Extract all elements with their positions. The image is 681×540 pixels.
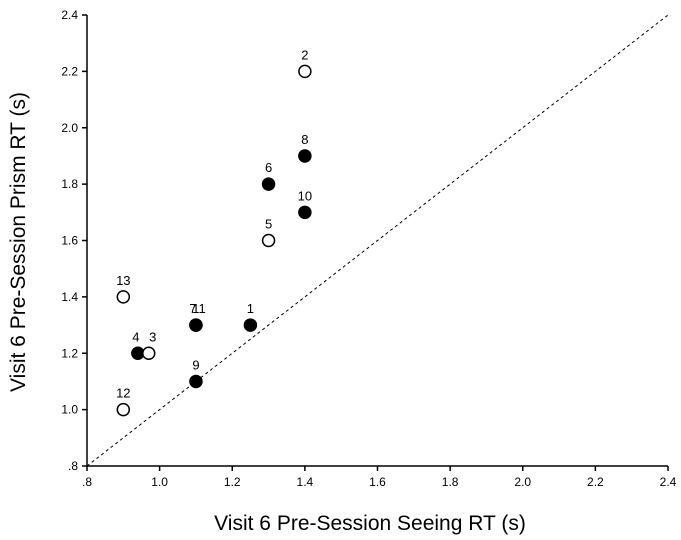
x-tick-label: 1.6	[369, 475, 386, 489]
x-axis-title: Visit 6 Pre-Session Seeing RT (s)	[214, 512, 526, 535]
x-tick-label: 1.4	[297, 475, 314, 489]
open-point	[116, 290, 131, 304]
y-tick-label: 1.2	[61, 346, 78, 360]
filled-point	[298, 205, 312, 220]
y-axis-title: Visit 6 Pre-Session Prism RT (s)	[7, 92, 30, 392]
filled-point	[261, 177, 276, 191]
open-point	[141, 346, 156, 360]
x-tick-label: 1.0	[151, 475, 168, 489]
y-tick-label: .8	[68, 459, 78, 473]
point-label: 4	[132, 329, 139, 344]
x-tick-label: 2.0	[514, 475, 531, 489]
point-label: 6	[265, 160, 272, 175]
y-tick-label: 1.0	[61, 403, 78, 417]
identity-reference-line	[86, 14, 669, 467]
x-tick-label: 1.2	[224, 475, 241, 489]
point-label: 3	[149, 329, 156, 344]
y-tick-label: 2.0	[61, 121, 78, 135]
point-label: 1	[247, 301, 254, 316]
data-points	[116, 64, 312, 417]
x-tick-label: .8	[82, 475, 92, 489]
open-point	[261, 233, 276, 248]
identity-line-layer	[86, 14, 669, 467]
point-label: 12	[116, 386, 130, 401]
open-point	[116, 402, 131, 417]
point-label: 11	[192, 301, 206, 316]
open-point	[298, 64, 312, 79]
filled-point	[243, 318, 258, 332]
x-tick-label: 2.2	[587, 475, 604, 489]
x-tick-label: 1.8	[442, 475, 459, 489]
y-tick-label: 2.2	[61, 64, 78, 78]
x-tick-label: 2.4	[660, 475, 677, 489]
filled-point	[298, 149, 312, 163]
point-label: 2	[301, 47, 308, 62]
point-label: 10	[298, 188, 312, 203]
axes: .8 1.0 1.2 1.4 1.6 1.8 2.0 2.2 2.4 .8 1.0 1.2 1.4 1.6…	[61, 8, 676, 489]
y-tick-label: 1.4	[61, 290, 78, 304]
point-label: 7	[189, 301, 196, 316]
point-label: 9	[192, 357, 199, 372]
y-tick-label: 2.4	[61, 8, 78, 22]
filled-point	[189, 318, 203, 332]
point-label: 5	[265, 217, 272, 232]
y-tick-label: 1.8	[61, 177, 78, 191]
point-label: 13	[116, 273, 130, 288]
filled-point	[189, 374, 203, 389]
y-tick-label: 1.6	[61, 234, 78, 248]
point-label: 8	[301, 132, 308, 147]
